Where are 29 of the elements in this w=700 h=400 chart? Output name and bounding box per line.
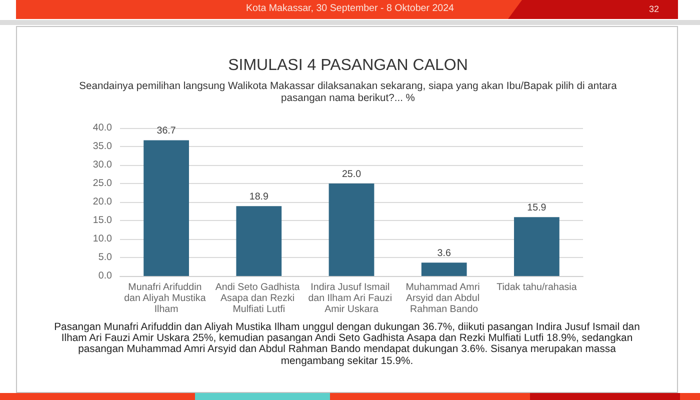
bar — [236, 206, 282, 276]
x-tick-label: Muhammad Amri Arsyid dan Abdul Rahman Bando — [406, 282, 482, 315]
chart-title: SIMULASI 4 PASANGAN CALON — [227, 56, 469, 76]
y-tick-label: 15.0 — [92, 215, 113, 226]
chart-subtitle: Seandainya pemilihan langsung Walikota Makassar dilaksanakan sekarang, siapa yang akan Ibu/Bapak pilih di antara pasangan nama berikut?... % — [78, 81, 618, 104]
y-tick-label: 25.0 — [92, 178, 113, 189]
x-tick-label: Indira Jusuf Ismail dan Ilham Ari Fauzi Amir Uskara — [308, 282, 395, 315]
y-tick-label: 5.0 — [98, 252, 113, 263]
bar — [328, 184, 374, 276]
y-tick-label: 40.0 — [92, 122, 113, 134]
y-tick-label: 30.0 — [92, 160, 113, 170]
x-tick-label: Munafri Arifuddin dan Aliyah Mustika Ilham — [124, 282, 209, 315]
bar — [514, 217, 560, 276]
y-tick-label: 20.0 — [92, 196, 113, 208]
y-tick-label: 0.0 — [98, 270, 113, 282]
data-label: 25.0 — [342, 169, 362, 180]
data-label: 18.9 — [249, 192, 268, 203]
text: Pasangan Munafri Arifuddin dan Aliyah Mustika Ilham unggul dengan dukungan 36.7%, diikuti pasangan Indira Jusuf Ismail dan Ilham Ari Fauzi Amir Uskara 25%, kemudian pasangan Andi Seto Gadhista Asapa dan Rezki Mulfiati Lutfi 18.9%, sedangkan pasangan Muhammad Amri Arsyid dan Abdul Rahman Bando mendapat dukungan 3.6%. Sisanya merupakan massa mengambang sekitar 15.9%. — [53, 322, 641, 367]
text: 32 — [648, 3, 660, 15]
x-tick-label: Andi Seto Gadhista Asapa dan Rezki Mulfiati Lutfi — [215, 282, 302, 315]
data-label: 36.7 — [156, 126, 176, 137]
y-tick-label: 10.0 — [92, 234, 113, 244]
bar — [144, 140, 189, 276]
data-label: 3.6 — [437, 248, 452, 260]
x-tick-label: Tidak tahu/rahasia — [496, 282, 578, 293]
y-tick-label: 35.0 — [92, 141, 113, 152]
bar — [421, 262, 467, 276]
data-label: 15.9 — [527, 202, 546, 214]
text: Kota Makassar, 30 September - 8 Oktober 2024 — [244, 3, 456, 15]
